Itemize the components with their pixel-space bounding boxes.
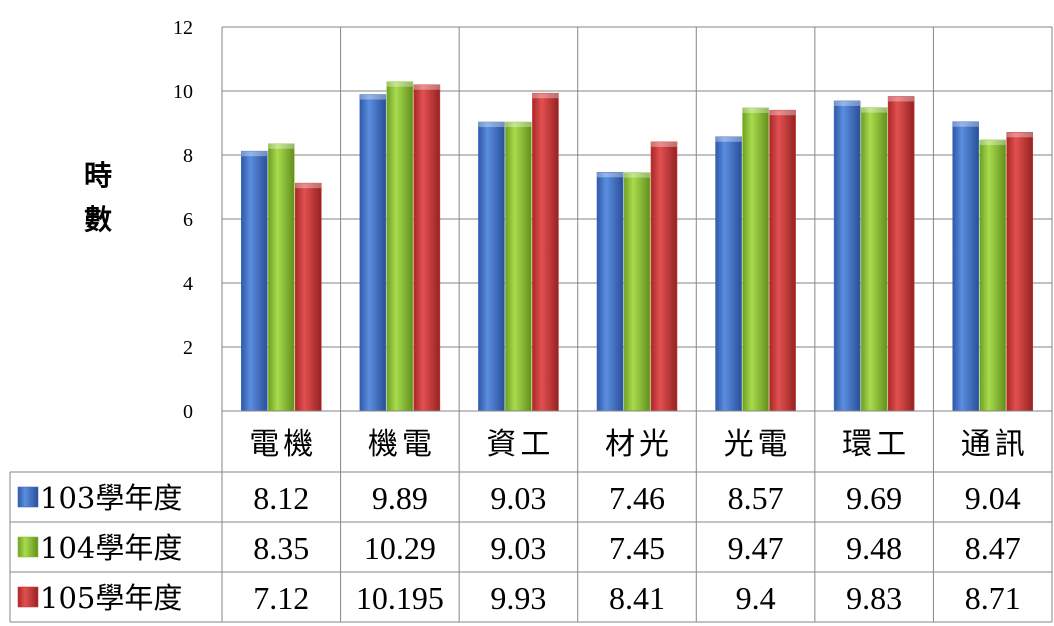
x-category-label: 資工 [486, 427, 554, 462]
bars [240, 81, 1034, 412]
x-category-label: 機電 [368, 427, 436, 462]
bar [742, 107, 769, 412]
data-label: 8.47 [965, 530, 1021, 566]
y-tick-label: 6 [183, 209, 193, 231]
bar-top-highlight [979, 139, 1006, 145]
data-label: 7.46 [609, 480, 665, 516]
legend-key [17, 586, 39, 608]
bar [979, 139, 1007, 412]
legend-series-name: 105學年度 [40, 581, 182, 615]
data-label: 9.03 [490, 480, 546, 516]
bar-top-highlight [624, 172, 650, 178]
data-label: 8.57 [728, 480, 784, 516]
bar-top-highlight [651, 141, 677, 147]
bar [267, 143, 295, 412]
bar-top-highlight [888, 96, 915, 102]
legend-key [17, 486, 39, 508]
bar [715, 136, 742, 412]
data-label: 9.4 [736, 580, 776, 616]
data-label: 8.12 [253, 480, 309, 516]
data-table: 電機 機電 資工 材光 光電 環工 通訊 103學年度 8.12 9.89 9.03 7.46 8.57… [9, 27, 1052, 623]
bar-top-highlight [413, 84, 440, 90]
bar [887, 96, 915, 412]
data-label: 7.45 [609, 530, 665, 566]
bar-top-highlight [715, 136, 742, 142]
bar [413, 84, 441, 412]
y-tick-label: 12 [173, 17, 193, 39]
bar-top-highlight [241, 151, 268, 157]
bar [623, 172, 651, 412]
y-axis-label: 時數 [84, 159, 112, 236]
data-label: 9.47 [728, 530, 784, 566]
data-label: 9.69 [846, 480, 902, 516]
y-tick-label: 4 [183, 273, 193, 295]
bar [359, 94, 387, 412]
bar [240, 150, 268, 412]
bar-top-highlight [386, 81, 413, 87]
bar [532, 92, 559, 412]
bar [833, 100, 861, 412]
y-tick-label: 8 [183, 145, 193, 167]
bar-top-highlight [268, 143, 295, 149]
bar [294, 182, 322, 412]
bar-top-highlight [359, 94, 386, 100]
x-category-label: 電機 [249, 427, 317, 462]
y-axis-ticks: 0 2 4 6 8 10 12 [173, 17, 193, 423]
bar-top-highlight [532, 93, 559, 99]
bar [650, 141, 678, 412]
legend-series-name: 103學年度 [40, 481, 182, 515]
x-category-label: 環工 [842, 427, 910, 462]
y-tick-label: 10 [173, 81, 193, 103]
bar [1006, 131, 1034, 412]
bar-top-highlight [952, 121, 979, 127]
data-label: 9.04 [965, 480, 1021, 516]
bar [505, 121, 532, 412]
bar [386, 81, 414, 412]
x-category-label: 光電 [724, 427, 792, 462]
bar [952, 121, 980, 412]
bar-top-highlight [769, 110, 796, 116]
data-label: 9.89 [372, 480, 428, 516]
bar-top-highlight [742, 107, 769, 113]
data-label: 8.35 [253, 530, 309, 566]
bar [596, 171, 624, 412]
y-axis-label-char: 時 [84, 159, 112, 192]
bar-top-highlight [597, 172, 623, 178]
bar-top-highlight [478, 122, 505, 128]
data-label: 7.12 [253, 580, 309, 616]
y-tick-label: 2 [183, 337, 193, 359]
bar-top-highlight [505, 122, 532, 128]
bar [860, 107, 888, 412]
data-label: 10.29 [364, 530, 436, 566]
x-category-label: 材光 [605, 427, 673, 462]
bar-top-highlight [295, 183, 322, 189]
bar [478, 121, 505, 412]
data-label: 9.48 [846, 530, 902, 566]
data-label: 10.195 [356, 580, 444, 616]
data-label: 9.03 [490, 530, 546, 566]
data-label: 9.83 [846, 580, 902, 616]
data-label: 9.93 [490, 580, 546, 616]
y-axis-label-char: 數 [84, 203, 112, 236]
legend-key [17, 536, 39, 558]
x-category-label: 通訊 [961, 427, 1029, 462]
y-tick-label: 0 [183, 401, 193, 423]
bar-top-highlight [861, 107, 888, 113]
data-label: 8.71 [965, 580, 1021, 616]
legend-series-name: 104學年度 [40, 531, 182, 565]
bar-top-highlight [1006, 132, 1033, 138]
data-label: 8.41 [609, 580, 665, 616]
bar [769, 109, 796, 412]
bar-top-highlight [834, 100, 861, 106]
